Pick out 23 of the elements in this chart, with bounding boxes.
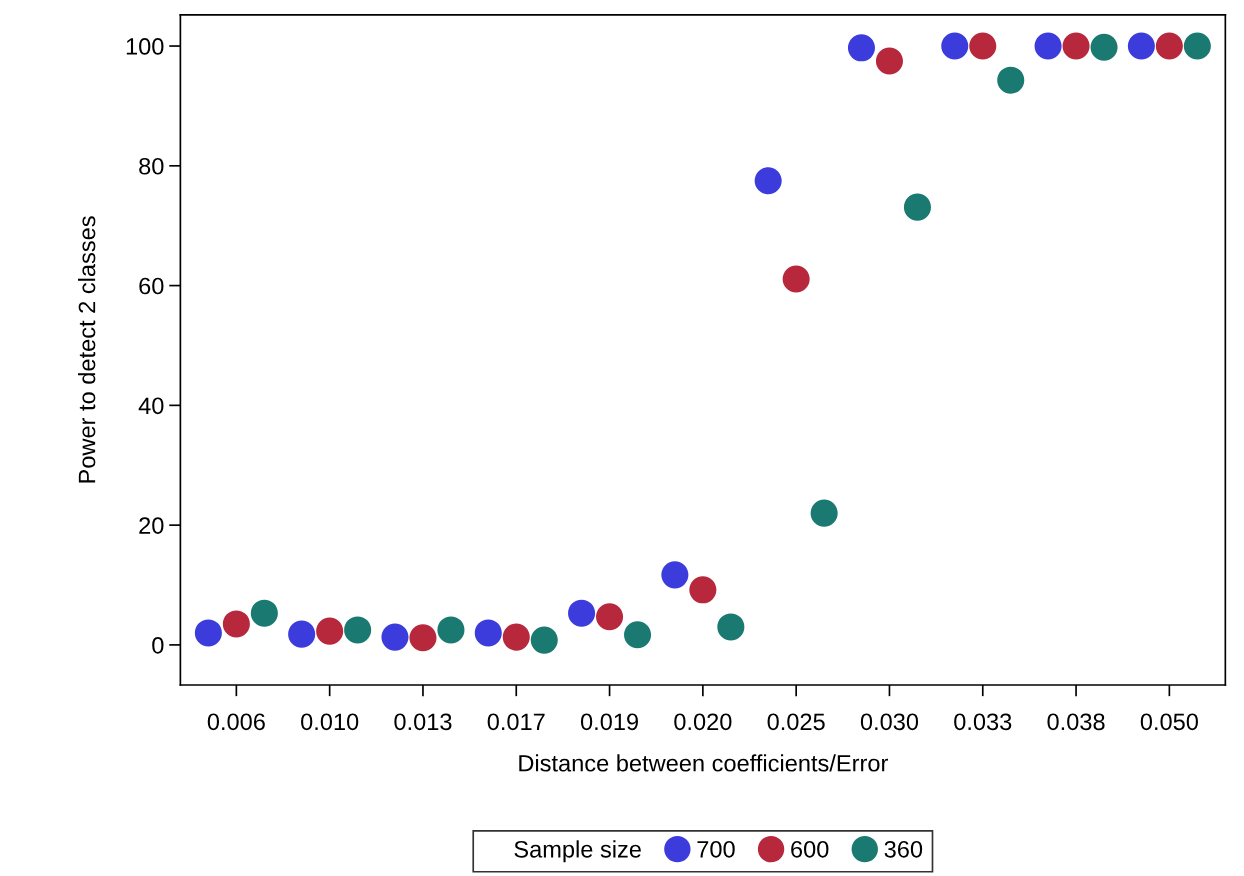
y-tick-label: 60 bbox=[139, 277, 164, 295]
x-tick-label: 0.006 bbox=[207, 713, 265, 731]
x-axis-title: Distance between coefficients/Error bbox=[519, 754, 888, 772]
x-tick-label: 0.025 bbox=[767, 713, 825, 731]
y-tick-label: 0 bbox=[152, 636, 164, 654]
x-tick-label: 0.013 bbox=[394, 713, 452, 731]
legend-label: 700 bbox=[697, 840, 735, 858]
legend-label: 600 bbox=[791, 840, 829, 858]
x-tick-label: 0.019 bbox=[580, 713, 638, 731]
y-tick-label: 80 bbox=[139, 157, 164, 175]
x-tick-label: 0.038 bbox=[1047, 713, 1105, 731]
y-tick-label: 100 bbox=[126, 38, 164, 55]
y-tick-label: 20 bbox=[139, 517, 164, 534]
legend-label: 360 bbox=[884, 840, 923, 858]
legend-title: Sample size bbox=[514, 840, 641, 863]
y-tick-label: 40 bbox=[138, 397, 164, 415]
y-axis-title: Power to detect 2 classes bbox=[78, 216, 96, 483]
x-tick-label: 0.030 bbox=[860, 713, 919, 731]
x-tick-label: 0.017 bbox=[487, 713, 545, 731]
x-tick-label: 0.020 bbox=[674, 713, 732, 731]
x-tick-label: 0.010 bbox=[301, 713, 359, 731]
x-tick-label: 0.033 bbox=[954, 713, 1012, 731]
x-tick-label: 0.050 bbox=[1140, 713, 1198, 731]
